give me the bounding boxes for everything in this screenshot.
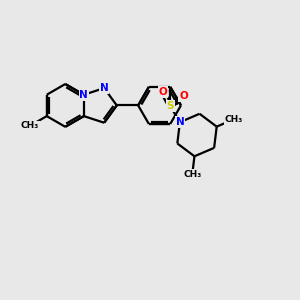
Text: N: N [80, 90, 88, 100]
Text: CH₃: CH₃ [183, 170, 201, 179]
Text: N: N [100, 83, 109, 93]
Text: CH₃: CH₃ [224, 115, 242, 124]
Text: O: O [179, 91, 188, 101]
Text: N: N [176, 117, 184, 127]
Text: CH₃: CH₃ [21, 121, 39, 130]
Text: S: S [167, 101, 174, 111]
Text: O: O [158, 87, 167, 97]
